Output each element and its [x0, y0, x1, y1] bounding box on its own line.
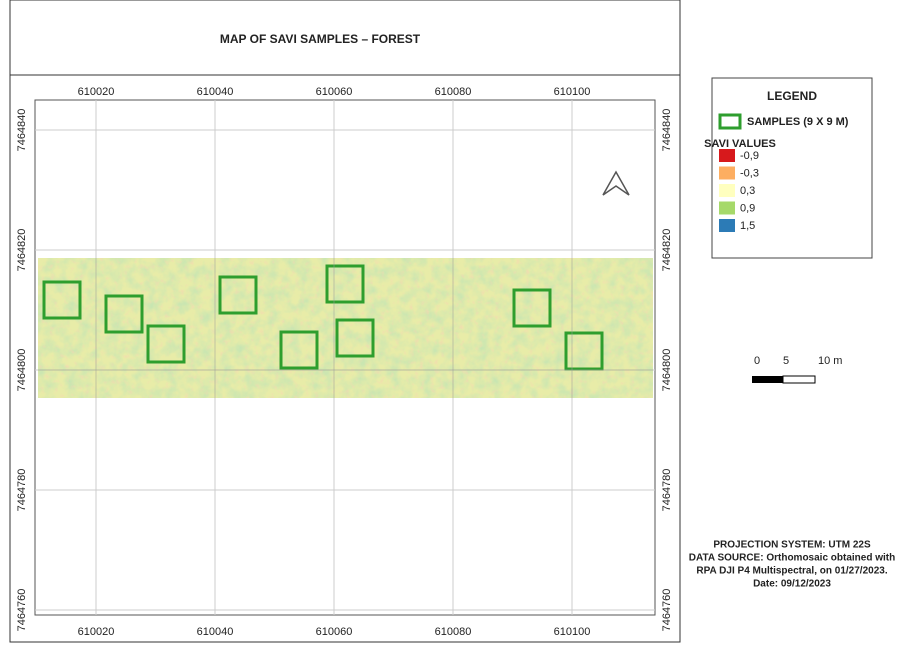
- legend-samples: SAMPLES (9 X 9 M): [747, 116, 849, 128]
- y-coord-label: 7464760: [661, 589, 673, 632]
- scale-segment: [752, 376, 783, 383]
- scale-segment: [783, 376, 815, 383]
- scale-label: 10 m: [818, 355, 842, 367]
- y-coord-label: 7464840: [661, 109, 673, 152]
- legend-label: 0,3: [740, 185, 755, 197]
- x-coord-label: 610060: [316, 626, 353, 638]
- raster-texture: [38, 258, 653, 398]
- legend-swatch: [719, 219, 735, 232]
- y-coord-label: 7464820: [661, 229, 673, 272]
- legend-label: 0,9: [740, 202, 755, 214]
- x-coord-label: 610040: [197, 86, 234, 98]
- legend-savi-title: SAVI VALUES: [704, 138, 776, 150]
- y-coord-label: 7464840: [16, 109, 28, 152]
- legend-title: LEGEND: [767, 89, 817, 103]
- y-coord-label: 7464800: [16, 349, 28, 392]
- legend-swatch: [719, 167, 735, 180]
- x-coord-label: 610020: [78, 626, 115, 638]
- map-title: MAP OF SAVI SAMPLES – FOREST: [220, 32, 421, 46]
- x-coord-label: 610080: [435, 626, 472, 638]
- x-coord-label: 610060: [316, 86, 353, 98]
- footer-line: RPA DJI P4 Multispectral, on 01/27/2023.: [696, 566, 887, 577]
- legend-label: -0,3: [740, 167, 759, 179]
- y-coord-label: 7464780: [661, 469, 673, 512]
- legend-swatch: [719, 184, 735, 197]
- scale-label: 0: [754, 355, 760, 367]
- raster: [38, 258, 653, 398]
- x-coord-label: 610100: [554, 626, 591, 638]
- scale-label: 5: [783, 355, 789, 367]
- map-layout: MAP OF SAVI SAMPLES – FOREST LEGEND SAMP…: [0, 0, 903, 643]
- x-coord-label: 610080: [435, 86, 472, 98]
- y-coord-label: 7464780: [16, 469, 28, 512]
- y-coord-label: 7464760: [16, 589, 28, 632]
- legend-swatch: [719, 202, 735, 215]
- legend-swatch: [719, 149, 735, 162]
- scale-bar: 0 5 10 m: [752, 355, 842, 383]
- x-coord-label: 610100: [554, 86, 591, 98]
- y-coord-label: 7464800: [661, 349, 673, 392]
- footer-line: DATA SOURCE: Orthomosaic obtained with: [689, 553, 895, 564]
- y-coord-label: 7464820: [16, 229, 28, 272]
- x-coord-label: 610040: [197, 626, 234, 638]
- page: MAP OF SAVI SAMPLES – FOREST LEGEND SAMP…: [0, 0, 903, 648]
- footer: PROJECTION SYSTEM: UTM 22S DATA SOURCE: O…: [689, 540, 895, 590]
- legend-label: -0,9: [740, 150, 759, 162]
- x-coord-label: 610020: [78, 86, 115, 98]
- footer-line: PROJECTION SYSTEM: UTM 22S: [713, 540, 871, 551]
- legend-box: [712, 78, 872, 258]
- footer-line: Date: 09/12/2023: [753, 579, 831, 590]
- legend-label: 1,5: [740, 220, 755, 232]
